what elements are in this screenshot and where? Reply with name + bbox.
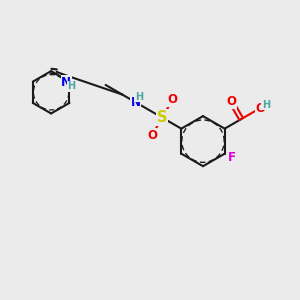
Text: O: O	[147, 129, 157, 142]
Text: H: H	[135, 92, 143, 102]
Text: O: O	[226, 95, 236, 108]
Text: H: H	[68, 81, 76, 91]
Text: N: N	[61, 76, 71, 89]
Text: H: H	[262, 100, 270, 110]
Text: O: O	[167, 93, 178, 106]
Text: S: S	[157, 110, 167, 125]
Text: F: F	[228, 151, 236, 164]
Text: N: N	[131, 96, 141, 109]
Text: O: O	[255, 101, 266, 115]
